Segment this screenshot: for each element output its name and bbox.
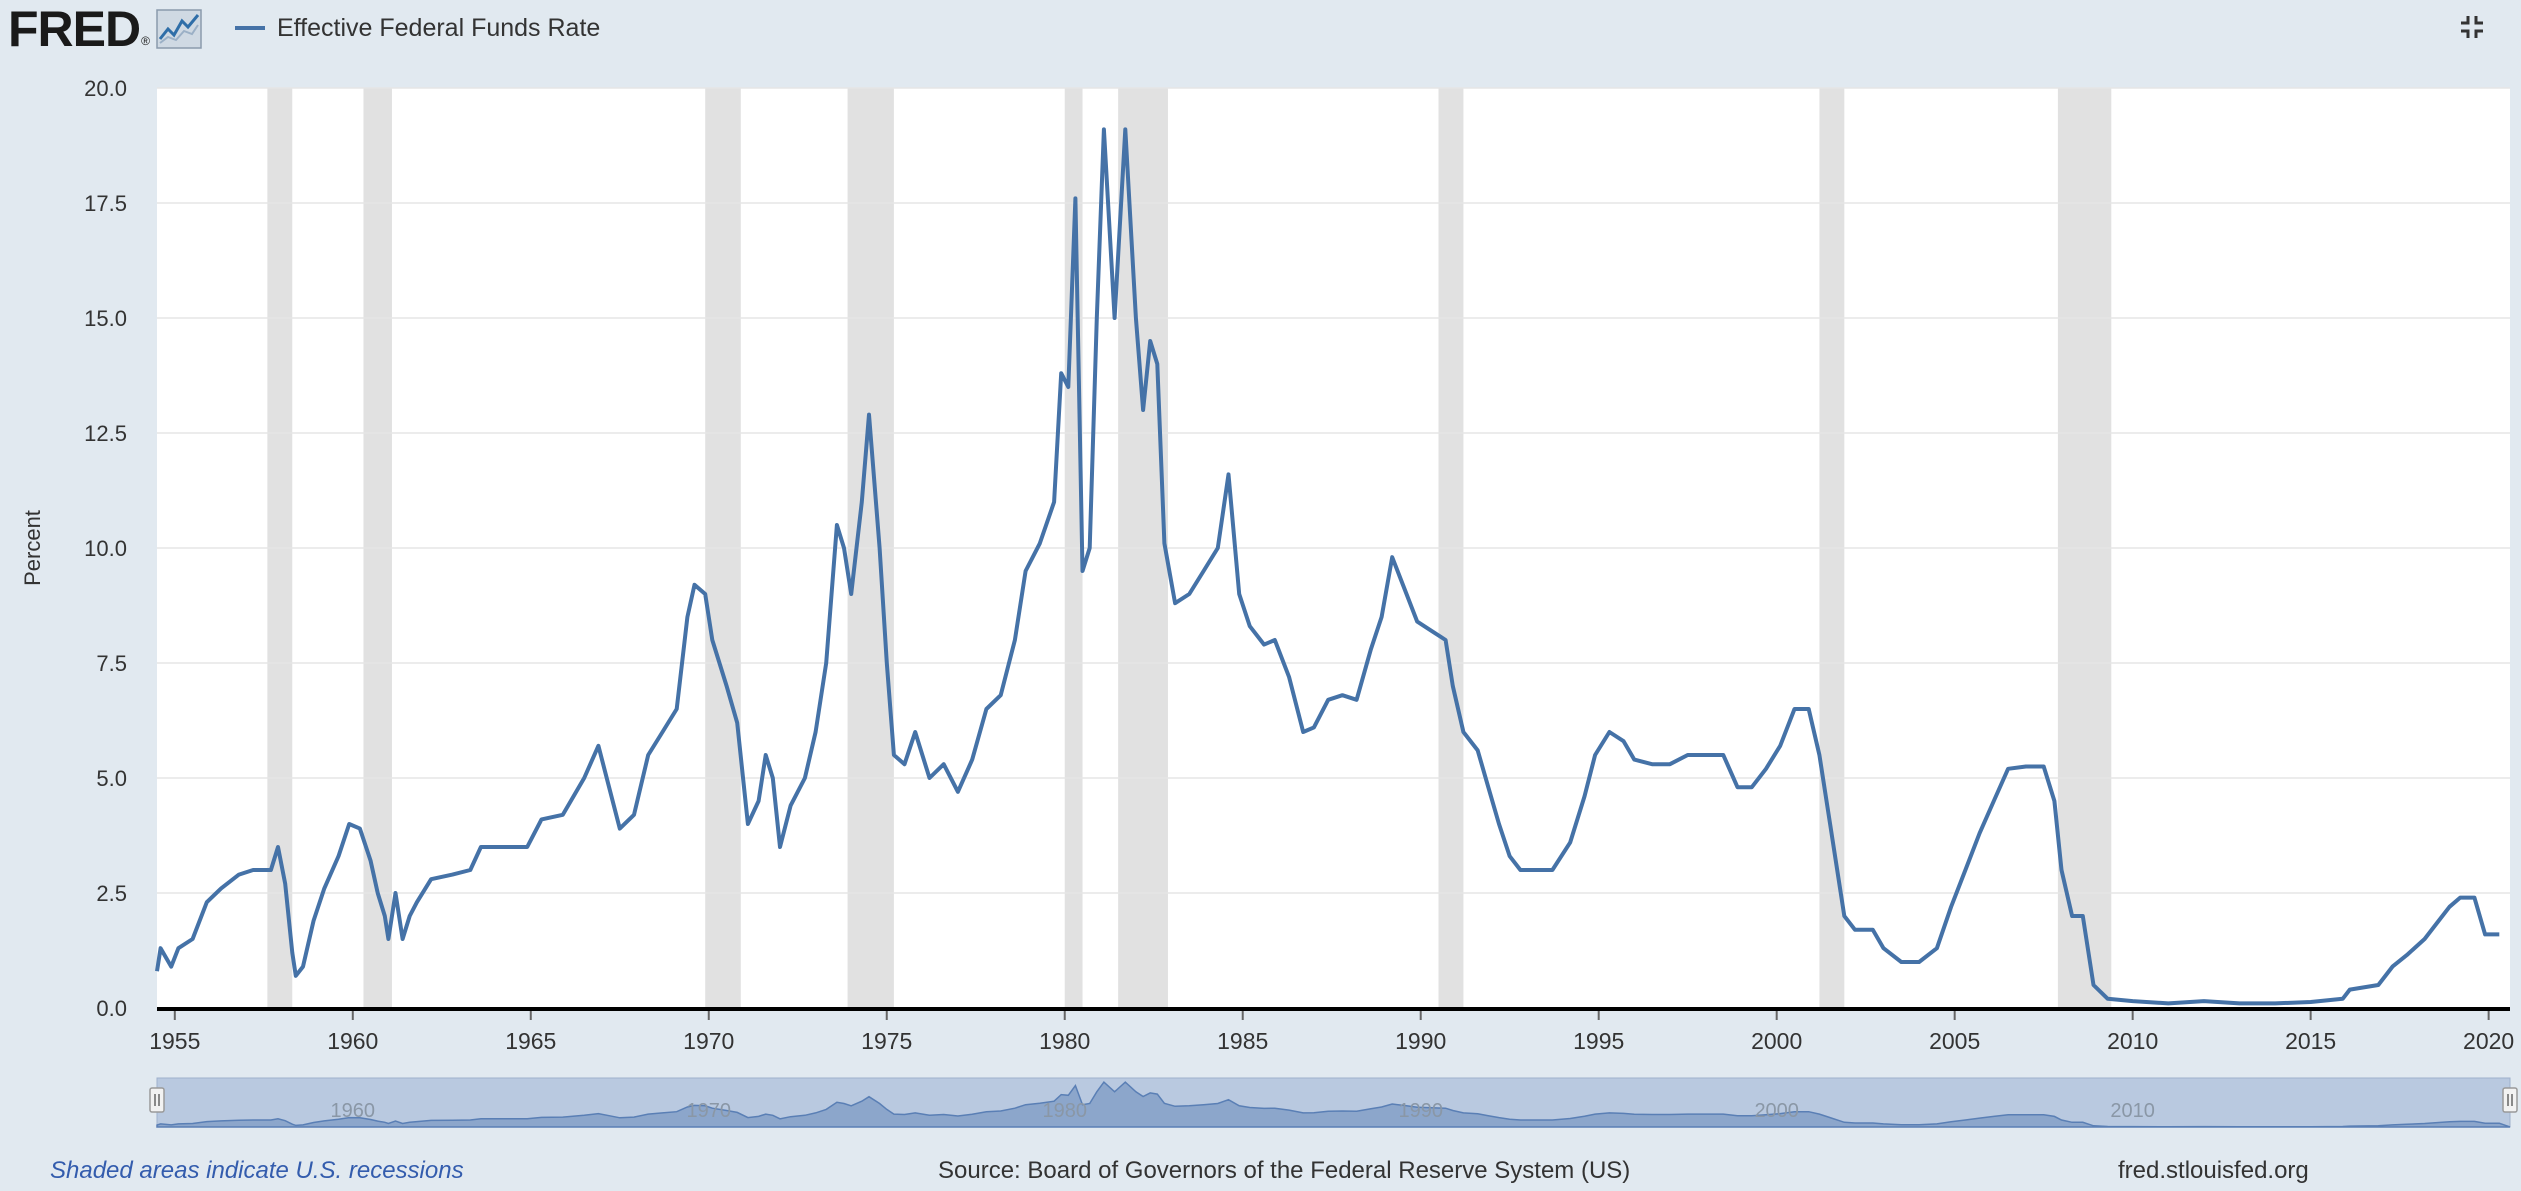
- y-tick-label: 5.0: [96, 766, 127, 791]
- chart-legend[interactable]: Effective Federal Funds Rate: [235, 10, 600, 46]
- x-tick-label: 1955: [149, 1028, 200, 1054]
- source-text: Source: Board of Governors of the Federa…: [938, 1157, 1631, 1184]
- navigator-label: 1980: [1042, 1100, 1087, 1122]
- navigator-handle-right[interactable]: [2502, 1087, 2518, 1113]
- y-axis-label: Percent: [20, 510, 45, 586]
- navigator-label: 1960: [331, 1100, 376, 1122]
- x-tick-label: 1995: [1573, 1028, 1624, 1054]
- collapse-fullscreen-icon[interactable]: [2457, 12, 2487, 42]
- logo-registered-mark: ®: [141, 34, 150, 48]
- navigator-handle-grip: [149, 1087, 165, 1113]
- navigator-label: 1970: [687, 1100, 732, 1122]
- x-tick-label: 1975: [861, 1028, 912, 1054]
- x-tick-label: 1960: [327, 1028, 378, 1054]
- navigator-label: 2010: [2110, 1100, 2155, 1122]
- x-tick-label: 2010: [2107, 1028, 2158, 1054]
- y-tick-label: 7.5: [96, 651, 127, 676]
- x-tick-label: 1980: [1039, 1028, 1090, 1054]
- y-tick-label: 15.0: [84, 306, 127, 331]
- fred-logo[interactable]: FRED ®: [8, 4, 202, 54]
- legend-swatch: [235, 26, 265, 30]
- chart-canvas: 0.0 2.5 5.0 7.5 10.0 12.5 15.0 17.5 20.0 1955 196…: [20, 76, 2518, 1128]
- fred-chart-icon: [156, 9, 202, 49]
- y-tick-label: 0.0: [96, 996, 127, 1021]
- series-line-effective-federal-funds-rate: [155, 127, 2500, 1006]
- recession-note[interactable]: Shaded areas indicate U.S. recessions: [50, 1157, 464, 1184]
- y-tick-label: 17.5: [84, 191, 127, 216]
- y-tick-label: 10.0: [84, 536, 127, 561]
- x-tick-label: 1965: [505, 1028, 556, 1054]
- y-tick-label: 20.0: [84, 76, 127, 101]
- x-tick-label: 2020: [2463, 1028, 2514, 1054]
- x-tick-label: 1985: [1217, 1028, 1268, 1054]
- navigator-series-area: [156, 1080, 2511, 1128]
- navigator-handle-grip: [2502, 1087, 2518, 1113]
- x-tick-label: 1990: [1395, 1028, 1446, 1054]
- source-url[interactable]: fred.stlouisfed.org: [2118, 1157, 2309, 1184]
- y-tick-label: 2.5: [96, 881, 127, 906]
- navigator-handle-left[interactable]: [149, 1087, 165, 1113]
- x-tick-label: 2000: [1751, 1028, 1802, 1054]
- x-tick-label: 2005: [1929, 1028, 1980, 1054]
- navigator-label: 2000: [1754, 1100, 1799, 1122]
- x-tick-label: 2015: [2285, 1028, 2336, 1054]
- y-tick-label: 12.5: [84, 421, 127, 446]
- legend-label: Effective Federal Funds Rate: [277, 13, 601, 42]
- navigator-label: 1990: [1398, 1100, 1443, 1122]
- logo-text: FRED: [8, 1, 141, 57]
- x-tick-label: 1970: [683, 1028, 734, 1054]
